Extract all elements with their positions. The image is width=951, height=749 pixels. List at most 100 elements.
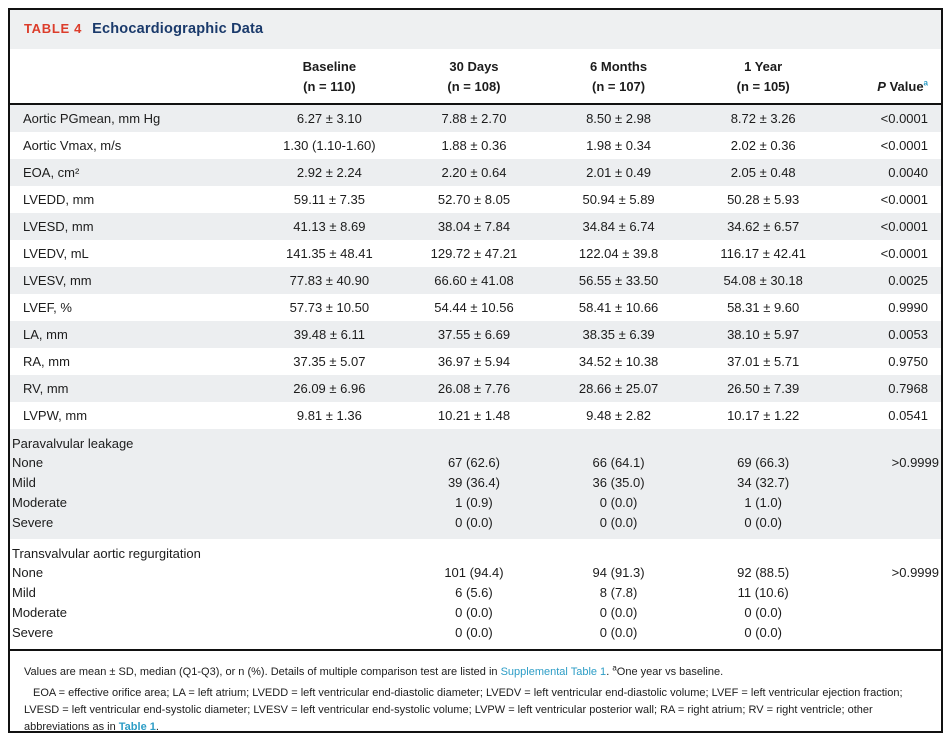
row-label: Severe (12, 625, 54, 640)
value-cell: 2.02 ± 0.36 (730, 138, 796, 153)
col-header-n: (n = 107) (592, 78, 646, 94)
value-cell: 0 (0.0) (599, 605, 638, 620)
table-footnotes: Values are mean ± SD, median (Q1-Q3), or… (10, 649, 941, 733)
group-header-row: Transvalvular aortic regurgitation (10, 539, 941, 563)
p-value-cell (835, 603, 941, 623)
group-item-row: Severe 0 (0.0) 0 (0.0) 0 (0.0) (10, 513, 941, 539)
footnote-a-superscript: a (612, 663, 617, 673)
p-value-cell: >0.9999 (891, 565, 939, 580)
row-label: Aortic Vmax, m/s (23, 138, 122, 153)
group-label: Paravalvular leakage (12, 436, 134, 451)
p-value-cell: >0.9999 (891, 455, 939, 470)
value-cell: 1 (1.0) (744, 495, 782, 510)
value-cell: 36 (35.0) (592, 475, 645, 490)
value-cell: 0 (0.0) (744, 625, 782, 640)
col-header-1-year: 1 Year (n = 105) (690, 49, 836, 105)
table-row: LVEDV, mL 141.35 ± 48.41 129.72 ± 47.21 122… (10, 240, 941, 267)
p-value-cell: 0.0541 (888, 408, 928, 423)
value-cell: 0 (0.0) (599, 515, 638, 530)
row-label: Moderate (12, 495, 67, 510)
supplemental-table-1-link[interactable]: Supplemental Table 1 (500, 666, 607, 678)
table-row: LVEF, % 57.73 ± 10.50 54.44 ± 10.56 58.41 ±… (10, 294, 941, 321)
value-cell (257, 563, 402, 583)
p-value-cell: <0.0001 (880, 138, 928, 153)
value-cell: 38.04 ± 7.84 (437, 219, 511, 234)
value-cell: 26.08 ± 7.76 (437, 381, 511, 396)
value-cell: 8.72 ± 3.26 (730, 111, 796, 126)
p-value-cell: <0.0001 (880, 246, 928, 261)
value-cell: 1.98 ± 0.34 (586, 138, 652, 153)
row-label: Moderate (12, 605, 67, 620)
value-cell: 94 (91.3) (592, 565, 645, 580)
value-cell: 69 (66.3) (737, 455, 790, 470)
group-item-row: Moderate 1 (0.9) 0 (0.0) 1 (1.0) (10, 493, 941, 513)
value-cell: 58.41 ± 10.66 (578, 300, 659, 315)
p-value-cell: 0.0025 (888, 273, 928, 288)
value-cell: 92 (88.5) (737, 565, 790, 580)
value-cell: 2.92 ± 2.24 (296, 165, 362, 180)
row-label: LVESV, mm (23, 273, 92, 288)
row-label: LVEDV, mL (23, 246, 89, 261)
footnote-a-superscript: a (923, 78, 928, 88)
p-value-text: Value (885, 78, 924, 94)
table-row: RA, mm 37.35 ± 5.07 36.97 ± 5.94 34.52 ± 10… (10, 348, 941, 375)
value-cell: 0 (0.0) (744, 515, 782, 530)
value-cell: 39.48 ± 6.11 (293, 327, 365, 342)
echocardiographic-data-table: Baseline (n = 110) 30 Days (n = 108) 6 M… (10, 49, 941, 649)
table-row: LVPW, mm 9.81 ± 1.36 10.21 ± 1.48 9.48 ± 2.… (10, 402, 941, 429)
value-cell: 37.01 ± 5.71 (727, 354, 800, 369)
value-cell: 37.55 ± 6.69 (437, 327, 511, 342)
value-cell: 141.35 ± 48.41 (286, 246, 373, 261)
value-cell: 77.83 ± 40.90 (289, 273, 370, 288)
footnote-text: . (606, 666, 613, 678)
value-cell (257, 583, 402, 603)
value-cell: 66.60 ± 41.08 (434, 273, 514, 288)
value-cell: 10.21 ± 1.48 (437, 408, 511, 423)
p-value-cell: 0.9750 (888, 354, 928, 369)
value-cell: 50.94 ± 5.89 (582, 192, 655, 207)
p-value-cell (835, 473, 941, 493)
value-cell: 26.09 ± 6.96 (293, 381, 366, 396)
p-value-cell (835, 583, 941, 603)
value-cell: 2.05 ± 0.48 (730, 165, 796, 180)
p-value-cell: <0.0001 (880, 192, 928, 207)
col-header-30-days: 30 Days (n = 108) (401, 49, 547, 105)
col-header-n: (n = 105) (736, 78, 790, 94)
group-item-row: None 101 (94.4) 94 (91.3) 92 (88.5) >0.9999 (10, 563, 941, 583)
table-row: LVESV, mm 77.83 ± 40.90 66.60 ± 41.08 56.55… (10, 267, 941, 294)
value-cell: 1.88 ± 0.36 (441, 138, 507, 153)
table-row: RV, mm 26.09 ± 6.96 26.08 ± 7.76 28.66 ± 25… (10, 375, 941, 402)
row-label: LVESD, mm (23, 219, 94, 234)
value-cell: 116.17 ± 42.41 (720, 246, 807, 261)
table-body: Aortic PGmean, mm Hg 6.27 ± 3.10 7.88 ± 2.… (10, 104, 941, 649)
col-header-n: (n = 110) (303, 78, 356, 94)
value-cell: 34 (32.7) (737, 475, 790, 490)
row-label: LVEF, % (23, 300, 72, 315)
value-cell: 54.44 ± 10.56 (434, 300, 514, 315)
p-value-cell (835, 493, 941, 513)
value-cell: 67 (62.6) (447, 455, 500, 470)
value-cell: 0 (0.0) (744, 605, 782, 620)
table-1-link[interactable]: Table 1 (118, 721, 156, 733)
group-item-row: Severe 0 (0.0) 0 (0.0) 0 (0.0) (10, 623, 941, 649)
p-value-cell: <0.0001 (880, 219, 928, 234)
table-row: LVESD, mm 41.13 ± 8.69 38.04 ± 7.84 34.84 ±… (10, 213, 941, 240)
table-number-label: TABLE 4 (24, 21, 83, 36)
table-card: TABLE 4 Echocardiographic Data Baseline (… (8, 8, 943, 733)
value-cell: 34.62 ± 6.57 (727, 219, 800, 234)
row-label: None (12, 565, 44, 580)
value-cell: 58.31 ± 9.60 (727, 300, 800, 315)
value-cell: 0 (0.0) (455, 625, 493, 640)
value-cell: 50.28 ± 5.93 (727, 192, 800, 207)
header-row: Baseline (n = 110) 30 Days (n = 108) 6 M… (10, 49, 941, 105)
footnote-text: EOA = effective orifice area; LA = left … (24, 687, 903, 733)
footnote-text: . (155, 721, 159, 733)
empty-header-cell (10, 49, 258, 105)
table-head: Baseline (n = 110) 30 Days (n = 108) 6 M… (10, 49, 941, 105)
value-cell: 1.30 (1.10-1.60) (283, 138, 376, 153)
row-label: LVPW, mm (23, 408, 88, 423)
row-label: Mild (12, 475, 36, 490)
table-title: Echocardiographic Data (92, 21, 264, 37)
p-value-cell: 0.0040 (888, 165, 928, 180)
col-header-title: 6 Months (590, 59, 648, 74)
